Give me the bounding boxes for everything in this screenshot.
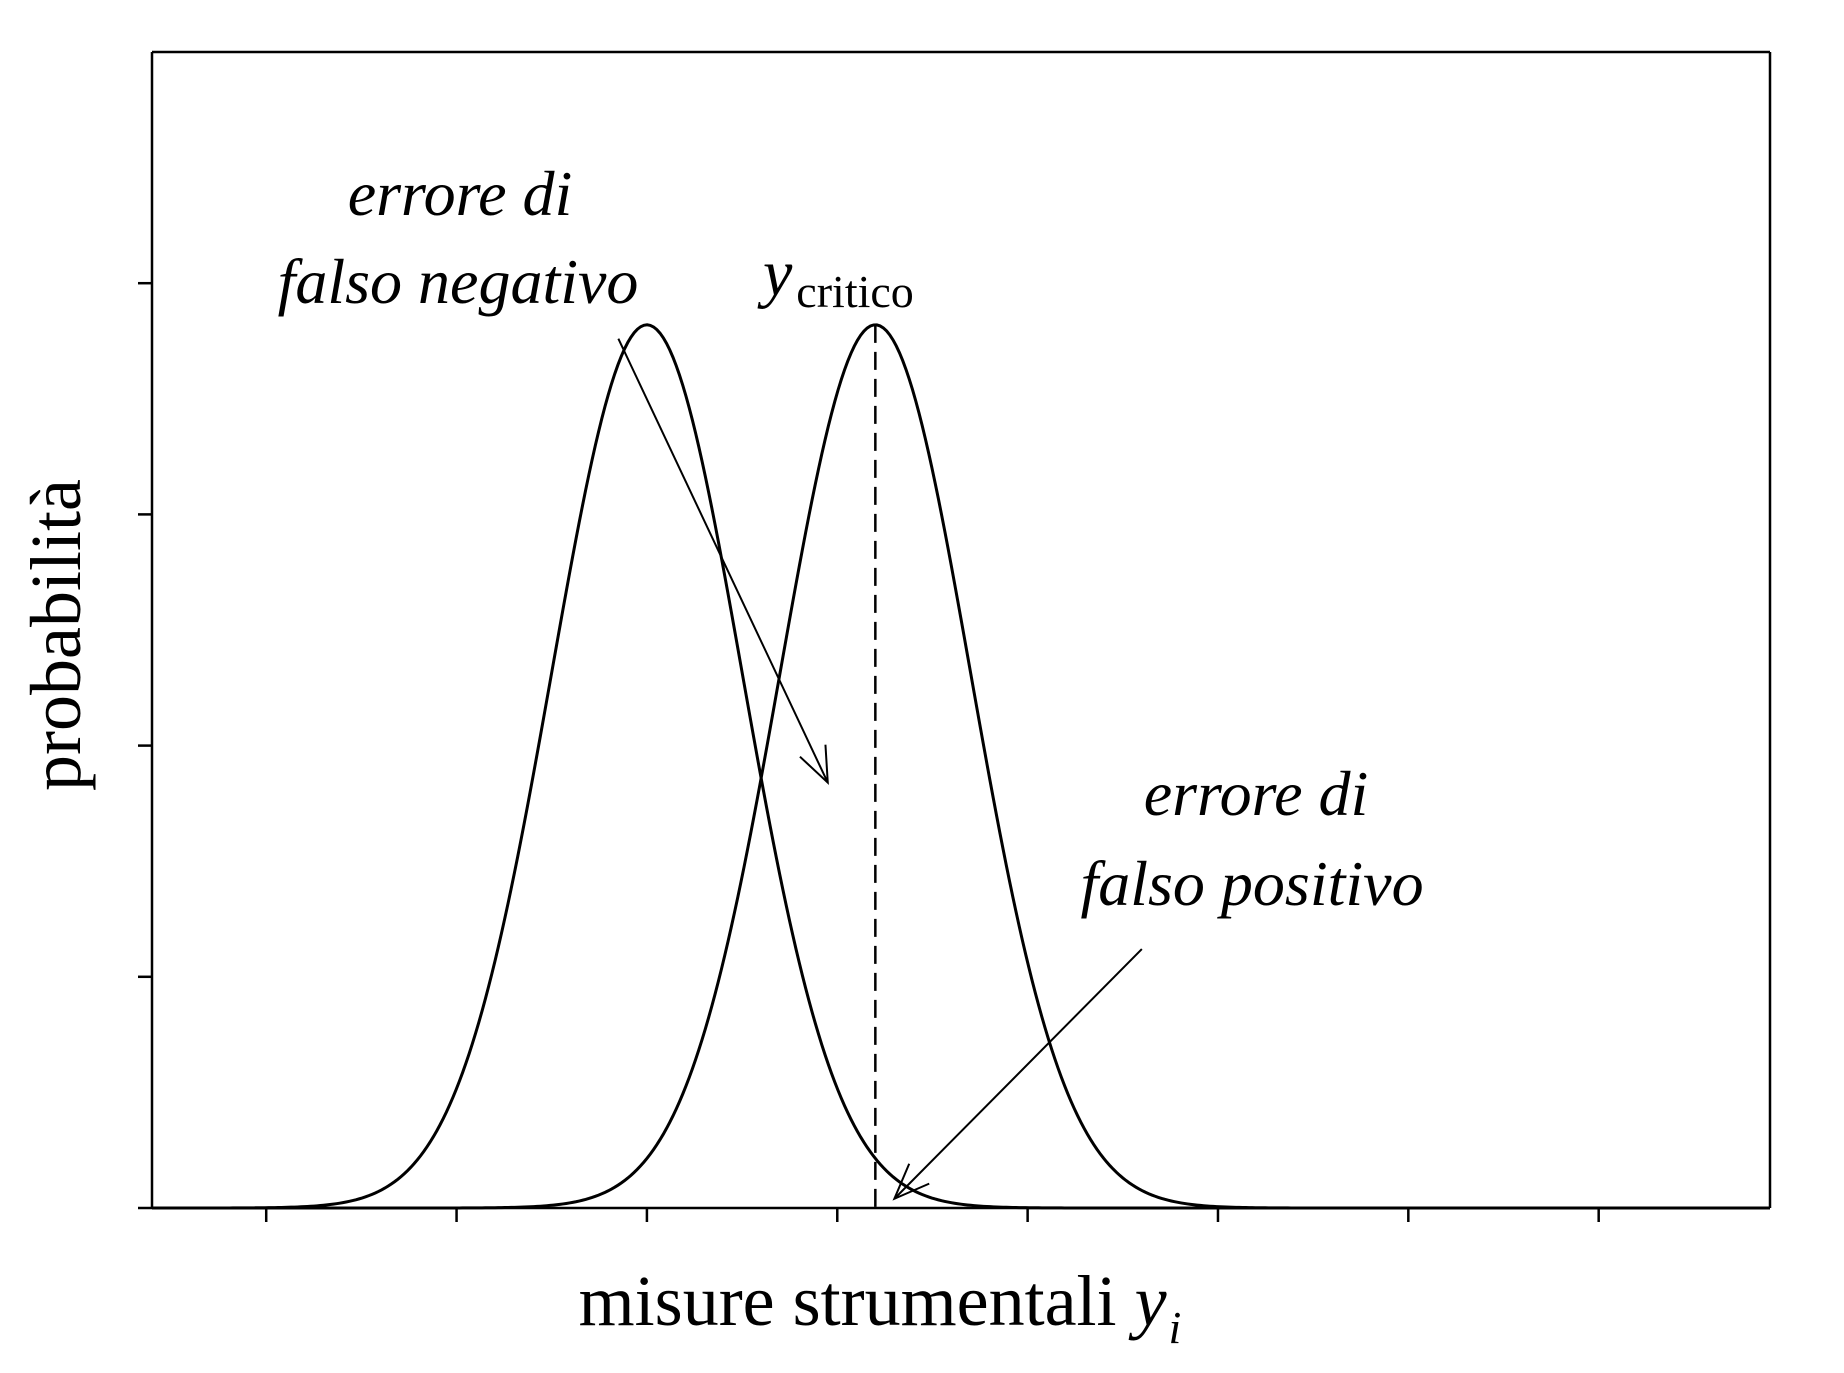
x-axis-label-sub: i <box>1169 1302 1182 1353</box>
critical-value-label: ycritico <box>757 237 914 317</box>
distribution-curve-0 <box>152 323 1770 1210</box>
x-axis-label-var: y <box>1128 1261 1167 1341</box>
x-axis-label: misure strumentali yi <box>579 1261 1182 1353</box>
annotation-arrow-1 <box>893 948 1143 1200</box>
y-ticks <box>138 281 152 1210</box>
annotation-arrowhead-0 <box>799 744 829 786</box>
annotation-arrow-0 <box>617 338 829 784</box>
annotation-false-negative-line1: errore di <box>348 158 573 229</box>
y-axis-label: probabilità <box>16 479 96 791</box>
critical-value-var: y <box>757 237 793 310</box>
x-axis-label-text: misure strumentali <box>579 1261 1117 1341</box>
annotation-arrows <box>617 338 1143 1201</box>
annotation-arrowhead-1 <box>892 1163 930 1201</box>
distribution-curve-1 <box>152 323 1770 1210</box>
x-ticks <box>264 1208 1600 1222</box>
distribution-curves <box>152 323 1770 1210</box>
annotation-false-negative-line2: falso negativo <box>278 246 639 317</box>
annotation-false-positive-line1: errore di <box>1144 758 1369 829</box>
critical-value-sub: critico <box>796 266 914 317</box>
annotation-false-positive-line2: falso positivo <box>1080 848 1423 919</box>
